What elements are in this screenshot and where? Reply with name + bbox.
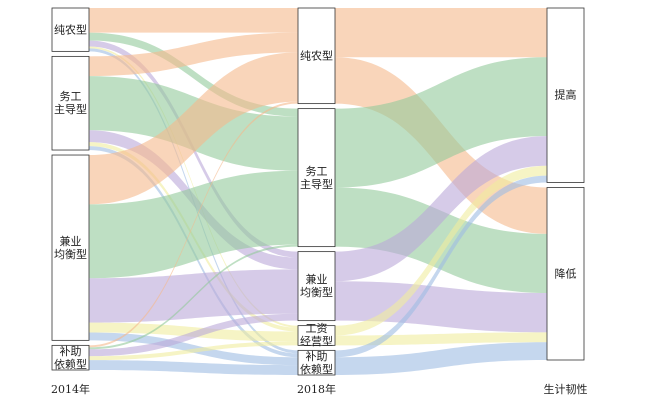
node-label: 纯农型 — [300, 49, 333, 63]
node-label: 提高 — [554, 88, 577, 102]
node — [51, 7, 90, 52]
flow — [89, 341, 298, 361]
node — [297, 108, 336, 248]
node — [546, 187, 585, 361]
flow — [89, 8, 298, 33]
node-label: 纯农型 — [54, 23, 87, 37]
node-label: 工资 经营型 — [300, 322, 333, 349]
flow — [89, 360, 298, 375]
node — [51, 344, 90, 371]
flow — [89, 313, 298, 357]
flow — [89, 52, 298, 205]
flow — [89, 101, 298, 348]
node — [51, 154, 90, 341]
node — [297, 325, 336, 346]
flow — [335, 165, 547, 336]
node — [297, 349, 336, 376]
column-label: 2014年 — [51, 383, 90, 396]
flow — [89, 244, 298, 350]
flow — [89, 32, 298, 77]
node — [546, 7, 585, 183]
node — [297, 251, 336, 322]
flow — [89, 46, 298, 328]
node-label: 补助 依赖型 — [300, 349, 333, 376]
node-label: 补助 依赖型 — [54, 344, 87, 371]
column-label: 2018年 — [297, 383, 336, 396]
flow — [335, 8, 547, 58]
node-label: 降低 — [554, 267, 577, 281]
node-label: 兼业 均衡型 — [300, 273, 333, 300]
flow — [335, 136, 547, 282]
node — [51, 55, 90, 151]
node-label: 务工 主导型 — [300, 164, 333, 191]
node — [297, 7, 336, 105]
flow — [335, 342, 547, 375]
node-label: 兼业 均衡型 — [54, 234, 87, 261]
flow — [335, 281, 547, 333]
flow — [335, 57, 547, 188]
flow — [89, 32, 298, 117]
flow — [335, 187, 547, 293]
node-label: 务工 主导型 — [54, 90, 87, 117]
column-label: 生计韧性 — [543, 383, 588, 396]
flow — [335, 175, 547, 358]
